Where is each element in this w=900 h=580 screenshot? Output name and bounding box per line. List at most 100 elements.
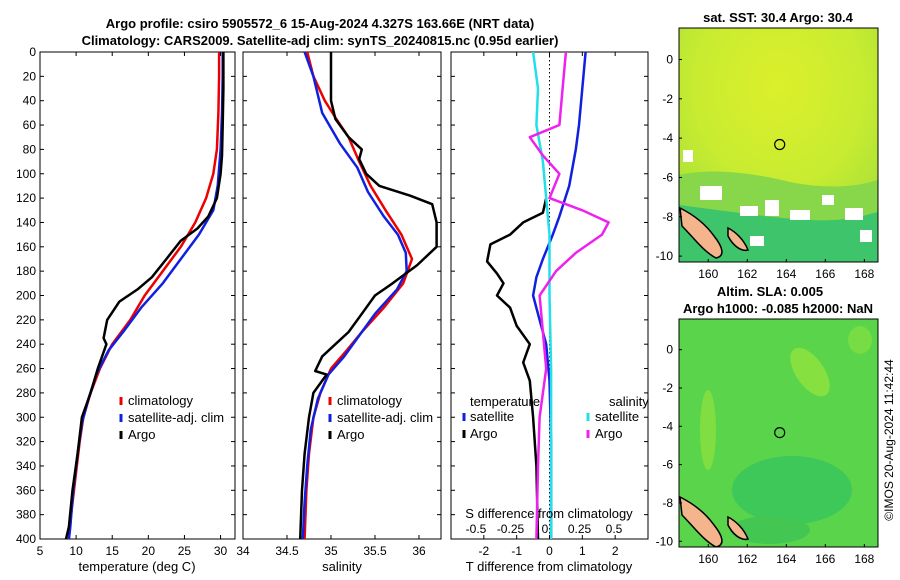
y-tick-label: 0: [29, 45, 36, 59]
temperature-xlabel: temperature (deg C): [78, 559, 195, 574]
map-x-tick-label: 162: [737, 267, 757, 281]
map-x-tick-label: 166: [815, 552, 835, 566]
map-x-tick-label: 168: [854, 552, 874, 566]
map-y-tick-label: -4: [662, 131, 673, 145]
sst-map-panel: sat. SST: 30.4 Argo: 30.4 160 162 164 166 16…: [656, 10, 879, 281]
sla-high-anomaly: [848, 326, 872, 354]
legend-label: Argo: [470, 426, 497, 441]
temperature-legend: climatology satellite-adj. clim Argo: [119, 393, 224, 442]
figure-title-line1: Argo profile: csiro 5905572_6 15-Aug-202…: [106, 16, 534, 31]
y-tick-label: 360: [16, 483, 36, 497]
salinity-panel: 34 34.5 35 35.5 36 salinity climatology satel…: [236, 51, 442, 574]
y-tick-label: 100: [16, 167, 36, 181]
y-tick-label: 380: [16, 508, 36, 522]
map-x-tick-label: 160: [698, 552, 718, 566]
series-line-satellite-adj-clim: [301, 52, 408, 539]
salinity-xlabel: salinity: [322, 559, 362, 574]
x-tick-label: -1: [511, 544, 522, 558]
y-tick-label: 260: [16, 362, 36, 376]
sst-map-title: sat. SST: 30.4 Argo: 30.4: [703, 10, 854, 25]
y-tick-label: 160: [16, 240, 36, 254]
map-x-tick-label: 162: [737, 552, 757, 566]
x-tick-label: 35.5: [363, 544, 387, 558]
legend-label: climatology: [337, 393, 403, 408]
map-x-tick-label: 168: [854, 267, 874, 281]
map-y-tick-label: -6: [662, 458, 673, 472]
series-line-s-satellite: [531, 52, 553, 539]
series-line-t-argo: [485, 197, 548, 539]
sla-low-anomaly: [730, 516, 810, 544]
x-tick-label: 30: [214, 544, 228, 558]
y-tick-label: 80: [23, 142, 37, 156]
y-tick-label: 200: [16, 289, 36, 303]
y-tick-label: 400: [16, 532, 36, 546]
y-tick-label: 320: [16, 435, 36, 449]
map-y-tick-label: -6: [662, 170, 673, 184]
map-y-tick-label: -2: [662, 92, 673, 106]
sst-float-marker: [774, 138, 786, 151]
top-x-tick-label: 0.5: [606, 522, 623, 536]
x-tick-label: 35: [324, 544, 338, 558]
salinity-legend: climatology satellite-adj. clim Argo: [328, 393, 433, 442]
sla-map-frame: [678, 318, 879, 548]
imos-timestamp: ©IMOS 20-Aug-2024 11:42:44: [882, 359, 896, 521]
series-line-argo: [298, 52, 438, 539]
figure-title-line2: Climatology: CARS2009. Satellite-adj cli…: [82, 33, 559, 48]
x-tick-label: 34.5: [275, 544, 299, 558]
y-tick-label: 300: [16, 410, 36, 424]
temperature-axes-frame: [39, 51, 236, 540]
series-line-argo: [64, 52, 225, 539]
top-x-tick-label: 0: [542, 522, 549, 536]
sst-map-frame: [678, 27, 879, 263]
legend-label: Argo: [595, 426, 622, 441]
sla-high-anomaly: [700, 390, 716, 470]
top-x-tick-label: 0.25: [568, 522, 592, 536]
x-tick-label: 0: [546, 544, 553, 558]
difference-top-xlabel: S difference from climatology: [465, 506, 633, 521]
sla-float-marker: [774, 427, 786, 439]
salinity-axes-frame: [242, 51, 442, 540]
y-tick-label: 340: [16, 459, 36, 473]
legend-label: satellite-adj. clim: [337, 410, 433, 425]
x-tick-label: 5: [37, 544, 44, 558]
x-tick-label: 10: [69, 544, 83, 558]
legend-label: satellite-adj. clim: [128, 410, 224, 425]
map-y-tick-label: -10: [656, 534, 674, 548]
x-tick-label: 34: [236, 544, 250, 558]
series-line-climatology: [303, 52, 414, 539]
sst-land: [679, 206, 750, 259]
sla-map-subtitle: Argo h1000: -0.085 h2000: NaN: [683, 301, 873, 316]
y-tick-label: 240: [16, 337, 36, 351]
sla-low-anomaly: [732, 456, 852, 524]
series-line-s-argo: [528, 52, 610, 539]
x-tick-label: 2: [612, 544, 619, 558]
legend-title: temperature: [470, 394, 540, 409]
map-y-tick-label: -2: [662, 381, 673, 395]
map-y-tick-label: -8: [662, 496, 673, 510]
sla-land: [679, 495, 750, 547]
y-tick-label: 40: [23, 94, 37, 108]
sla-high-anomaly: [790, 347, 830, 397]
temperature-panel: 5 10 15 20 25 3002040608010012014016018020022…: [16, 45, 236, 574]
legend-label: satellite: [595, 409, 639, 424]
legend-label: Argo: [337, 427, 364, 442]
map-y-tick-label: -8: [662, 210, 673, 224]
y-tick-label: 60: [23, 118, 37, 132]
map-y-tick-label: 0: [666, 343, 673, 357]
x-tick-label: 36: [412, 544, 426, 558]
map-x-tick-label: 166: [815, 267, 835, 281]
map-x-tick-label: 160: [698, 267, 718, 281]
x-tick-label: 20: [142, 544, 156, 558]
y-tick-label: 140: [16, 215, 36, 229]
top-x-tick-label: -0.25: [497, 522, 525, 536]
sst-warm-southwest: [679, 205, 878, 262]
map-x-tick-label: 164: [776, 552, 796, 566]
map-y-tick-label: 0: [666, 52, 673, 66]
difference-panel: -2 -1 0 1 2 -0.5 -0.25 0 0.25 0.5 S difference fr…: [450, 51, 649, 574]
legend-label: Argo: [128, 427, 155, 442]
x-tick-label: -2: [478, 544, 489, 558]
legend-title: salinity: [609, 394, 649, 409]
y-tick-label: 280: [16, 386, 36, 400]
